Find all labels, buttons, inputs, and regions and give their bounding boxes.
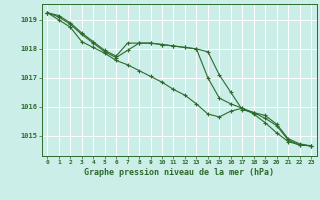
X-axis label: Graphe pression niveau de la mer (hPa): Graphe pression niveau de la mer (hPa) — [84, 168, 274, 177]
